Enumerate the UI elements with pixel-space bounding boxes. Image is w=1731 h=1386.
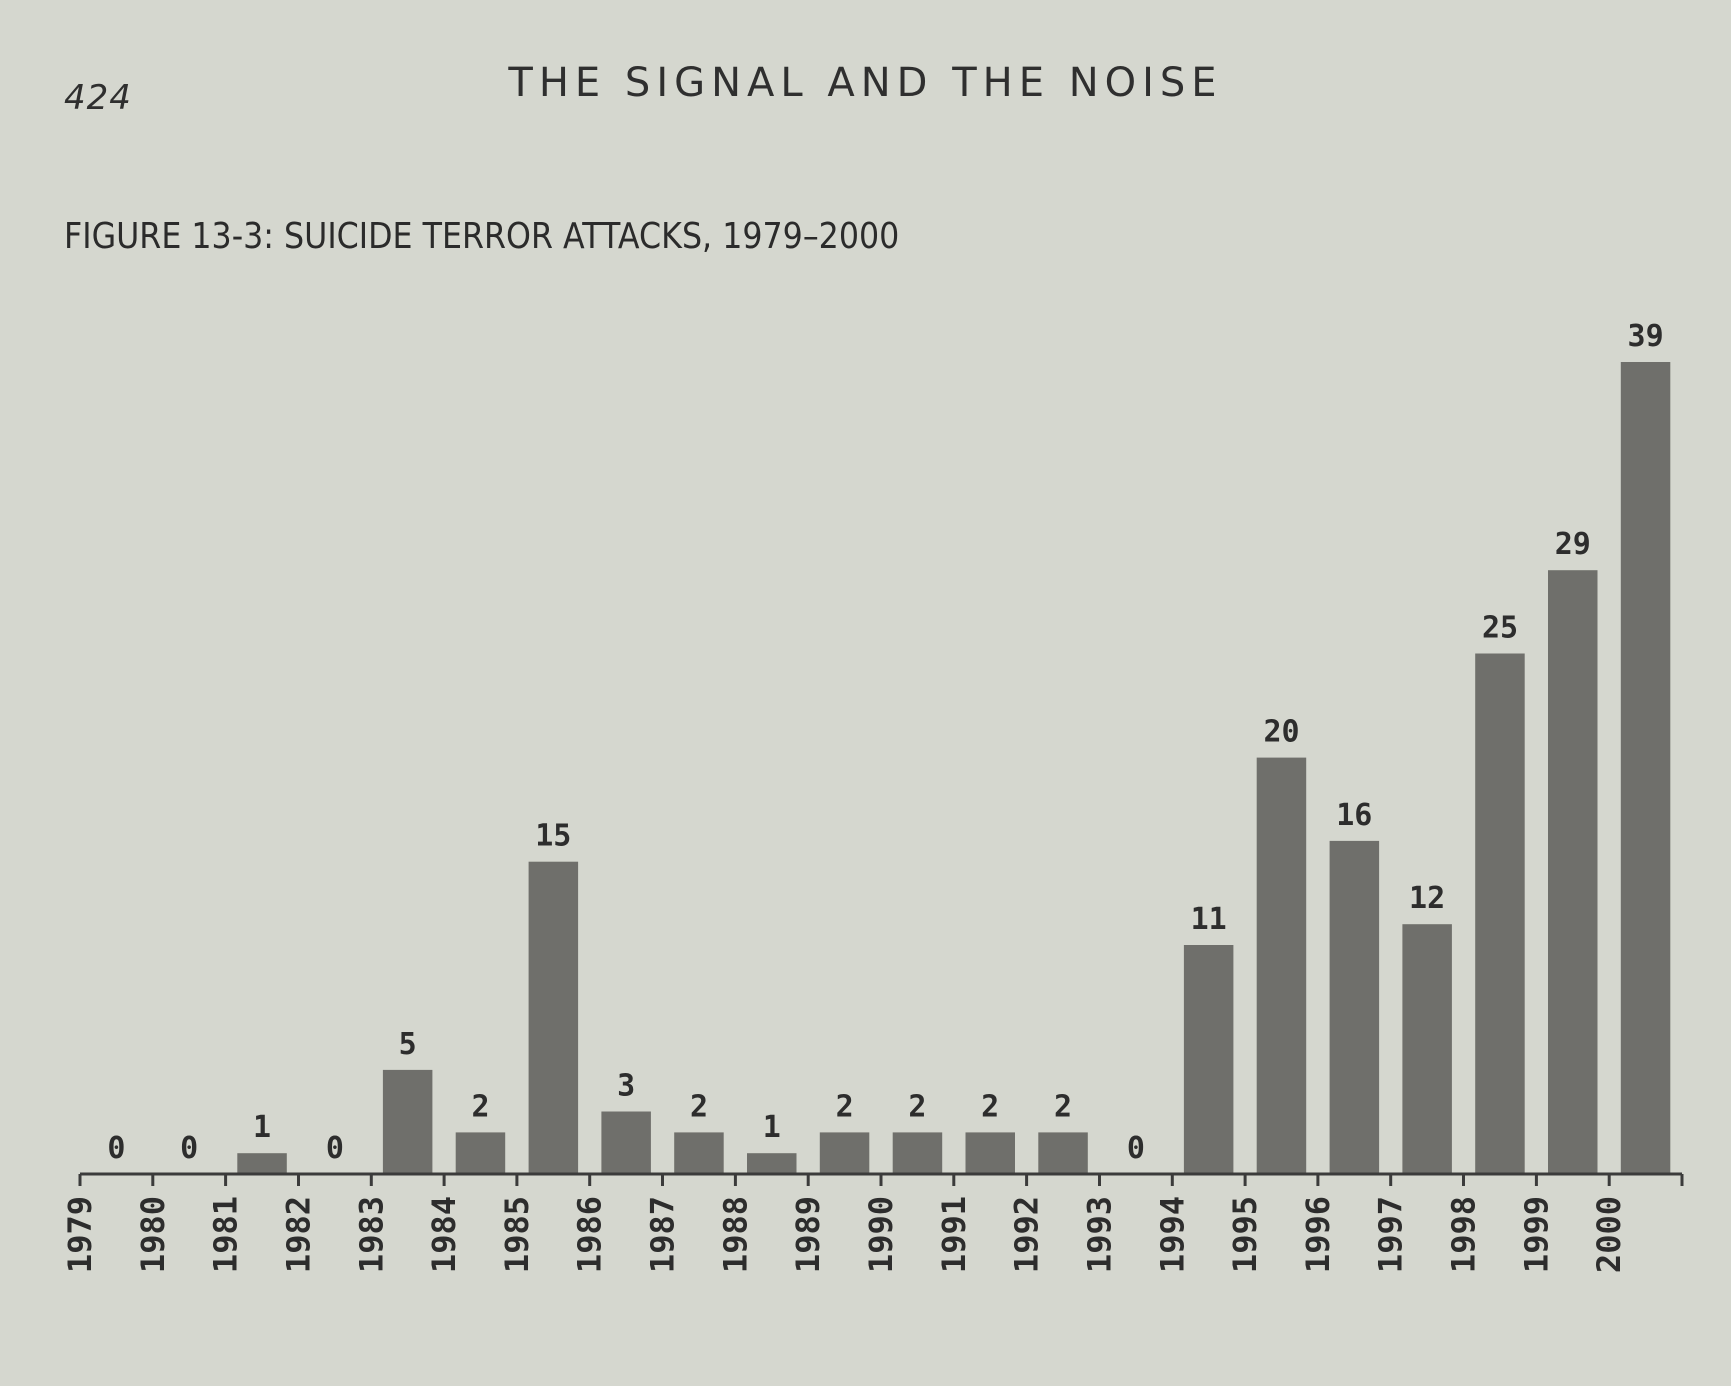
tick-label-2000: 2000 xyxy=(1590,1196,1628,1273)
value-label-1997: 12 xyxy=(1409,881,1445,916)
bar-1999 xyxy=(1548,570,1598,1174)
tick-label-1979: 1979 xyxy=(61,1196,99,1273)
tick-label-1989: 1989 xyxy=(789,1196,827,1273)
tick-label-1984: 1984 xyxy=(425,1196,463,1273)
tick-label-1985: 1985 xyxy=(498,1196,536,1273)
tick-label-1981: 1981 xyxy=(207,1196,245,1273)
value-label-1998: 25 xyxy=(1482,611,1518,646)
value-label-1991: 2 xyxy=(981,1089,999,1124)
bar-1997 xyxy=(1402,924,1452,1174)
bar-1990 xyxy=(892,1132,943,1174)
value-label-1983: 5 xyxy=(399,1027,417,1062)
tick-label-1988: 1988 xyxy=(716,1196,754,1273)
tick-label-1998: 1998 xyxy=(1445,1196,1483,1273)
running-head: THE SIGNAL AND THE NOISE xyxy=(508,60,1223,106)
tick-label-1993: 1993 xyxy=(1081,1196,1119,1273)
bar-1992 xyxy=(1038,1132,1088,1174)
value-label-1996: 16 xyxy=(1336,798,1372,833)
tick-label-1987: 1987 xyxy=(644,1196,682,1273)
value-label-2000: 39 xyxy=(1628,319,1664,354)
tick-label-1982: 1982 xyxy=(280,1196,318,1273)
value-label-1988: 1 xyxy=(763,1110,781,1145)
tick-label-1980: 1980 xyxy=(134,1196,172,1273)
tick-label-1996: 1996 xyxy=(1299,1196,1337,1273)
value-label-1982: 0 xyxy=(326,1131,344,1166)
bar-1985 xyxy=(528,861,579,1174)
bar-1994 xyxy=(1183,945,1234,1174)
x-axis: 1979 1980 1981 1982 1983 1984 1985 1986 1987 1988… xyxy=(61,1172,1684,1273)
bar-1987 xyxy=(674,1132,724,1174)
bar-2000 xyxy=(1620,362,1671,1174)
tick-label-1990: 1990 xyxy=(862,1196,900,1273)
bar-1986 xyxy=(601,1111,651,1174)
value-label-1999: 29 xyxy=(1555,527,1591,562)
bar-1995 xyxy=(1256,757,1307,1174)
page-number: 424 xyxy=(64,78,132,118)
value-label-1984: 2 xyxy=(471,1089,489,1124)
tick-label-1999: 1999 xyxy=(1517,1196,1555,1273)
value-label-1986: 3 xyxy=(617,1069,635,1104)
tick-label-1983: 1983 xyxy=(352,1196,390,1273)
value-label-1979: 0 xyxy=(107,1131,125,1166)
bars-group xyxy=(237,362,1671,1174)
value-label-1994: 11 xyxy=(1191,902,1227,937)
value-label-1985: 15 xyxy=(535,819,571,854)
tick-label-1997: 1997 xyxy=(1372,1196,1410,1273)
tick-label-1992: 1992 xyxy=(1008,1196,1046,1273)
bar-1989 xyxy=(819,1132,870,1174)
bar-1996 xyxy=(1329,840,1380,1174)
value-label-1993: 0 xyxy=(1127,1131,1145,1166)
bar-1998 xyxy=(1475,653,1525,1174)
tick-label-1991: 1991 xyxy=(935,1196,973,1273)
tick-label-1986: 1986 xyxy=(571,1196,609,1273)
tick-label-1995: 1995 xyxy=(1226,1196,1264,1273)
value-label-1987: 2 xyxy=(690,1089,708,1124)
bar-1984 xyxy=(455,1132,506,1174)
value-label-1990: 2 xyxy=(908,1089,926,1124)
bar-1983 xyxy=(382,1069,433,1174)
bar-1981 xyxy=(237,1153,287,1174)
bar-1988 xyxy=(747,1153,797,1174)
tick-label-1994: 1994 xyxy=(1153,1196,1191,1273)
value-label-1995: 20 xyxy=(1263,715,1299,750)
value-label-1992: 2 xyxy=(1054,1089,1072,1124)
figure-title: FIGURE 13-3: SUICIDE TERROR ATTACKS, 197… xyxy=(64,216,900,257)
bar-1991 xyxy=(965,1132,1015,1174)
value-label-1980: 0 xyxy=(180,1131,198,1166)
value-label-1989: 2 xyxy=(836,1089,854,1124)
value-label-1981: 1 xyxy=(253,1110,271,1145)
